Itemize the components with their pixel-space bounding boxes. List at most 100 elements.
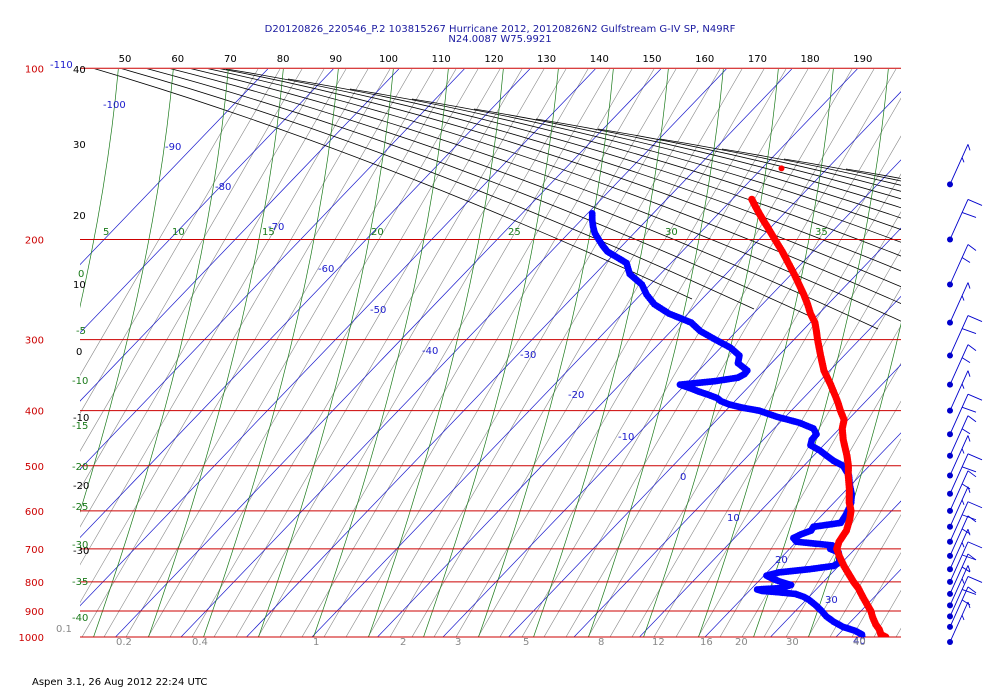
mixing-ratio-line xyxy=(235,69,567,637)
dry-adiabat-label: -30 xyxy=(73,546,89,557)
mixing-ratio-label: 3 xyxy=(455,637,461,648)
wind-barb-flag xyxy=(961,588,977,595)
moist-adiabat-label: -20 xyxy=(72,462,88,473)
mixing-ratio-line xyxy=(169,69,501,637)
dry-adiabat-line xyxy=(721,148,901,186)
isotherm-label: -40 xyxy=(422,346,438,357)
dry-adiabat-label: 10 xyxy=(73,280,86,291)
moist-adiabat-line xyxy=(80,69,174,513)
top-scale-label: 160 xyxy=(695,54,714,65)
wind-barb-flag xyxy=(967,370,971,377)
dewpoint-point xyxy=(588,210,596,217)
mixing-ratio-line xyxy=(191,69,523,637)
mixing-ratio-line xyxy=(125,69,457,637)
wind-barb-point xyxy=(947,407,953,414)
mixing-ratio-line xyxy=(411,69,743,637)
isobars xyxy=(80,67,901,638)
wind-barb-point xyxy=(947,566,953,573)
wind-barb-flag xyxy=(961,406,977,413)
pressure-tick-label: 500 xyxy=(25,462,44,473)
dry-adiabat-label: 40 xyxy=(73,65,86,76)
wind-barb-staff xyxy=(949,315,969,356)
pressure-tick-label: 100 xyxy=(25,64,44,75)
wind-barb-point xyxy=(947,578,953,585)
mixing-ratio-line xyxy=(389,69,721,637)
wind-barb-staff xyxy=(949,576,969,617)
wind-barb-staff xyxy=(949,344,969,385)
mixing-ratio-label: 2 xyxy=(400,637,406,648)
isotherm-line xyxy=(311,69,858,637)
moist-adiabat-line xyxy=(808,322,901,637)
mixing-ratio-line xyxy=(587,97,901,637)
wind-barb-flag xyxy=(967,565,971,572)
mixing-ratio-line xyxy=(521,69,853,637)
theta-e-label: 35 xyxy=(815,227,828,238)
isotherm-label: 10 xyxy=(727,513,740,524)
wind-barb-flag xyxy=(961,578,965,584)
pressure-tick-label: 900 xyxy=(25,607,44,618)
wind-barb-flag xyxy=(961,428,971,435)
isotherm-label: -20 xyxy=(568,390,584,401)
moist-adiabat-label: -5 xyxy=(76,326,86,337)
wind-profile xyxy=(947,144,983,645)
moist-adiabat-line xyxy=(588,69,724,637)
dry-adiabat-line xyxy=(146,69,817,320)
wind-barb-point xyxy=(947,538,953,545)
isotherm-label: 20 xyxy=(775,555,788,566)
moist-adiabat-line xyxy=(80,69,119,309)
wind-barb-staff xyxy=(949,453,969,494)
wind-barb-staff xyxy=(949,282,969,323)
wind-barb-flag xyxy=(961,328,977,334)
moist-adiabat-line xyxy=(423,69,559,637)
isotherm-line xyxy=(115,69,662,637)
wind-barb-flag xyxy=(961,157,965,163)
wind-barb-flag xyxy=(967,282,971,289)
wind-barb-staff xyxy=(949,199,969,240)
isotherm-line xyxy=(967,69,1000,637)
wind-barb-point xyxy=(947,639,953,645)
dry-adiabat-line xyxy=(535,118,901,209)
mixing-ratio-line xyxy=(103,69,435,637)
top-scale-label: 60 xyxy=(171,54,184,65)
temperature-point xyxy=(748,195,756,203)
wind-barb-flag xyxy=(967,529,971,536)
wind-barb-flag xyxy=(967,315,983,322)
dry-adiabat-line xyxy=(207,69,901,304)
wind-barb-flag xyxy=(967,393,983,401)
mixing-ratio-line xyxy=(147,69,479,637)
mixing-ratio-line xyxy=(697,286,901,637)
mixing-ratio-line xyxy=(675,249,901,637)
top-scale-label: 130 xyxy=(537,54,556,65)
wind-barb-staff xyxy=(949,501,969,542)
mixing-ratio-line xyxy=(80,69,303,452)
mixing-ratio-label: 0.2 xyxy=(116,637,132,648)
wind-barb-staff xyxy=(949,244,969,285)
wind-barb-flag xyxy=(961,357,971,364)
isotherm-label: -10 xyxy=(618,432,634,443)
mixing-ratio-line xyxy=(213,69,545,637)
isotherm-line xyxy=(835,568,901,637)
isotherm-line xyxy=(442,159,901,637)
mixing-ratio-label: 12 xyxy=(652,637,665,648)
pressure-tick-label: 400 xyxy=(25,407,44,418)
wind-barb-staff xyxy=(949,415,969,456)
wind-barb-flag xyxy=(961,499,965,505)
moist-adiabat-line xyxy=(533,69,669,637)
isotherm-label: -110 xyxy=(50,60,73,71)
moist-adiabat-label: -15 xyxy=(72,421,88,432)
wind-barb-flag xyxy=(961,542,965,548)
pressure-tick-label: 800 xyxy=(25,578,44,589)
wind-barb-staff xyxy=(949,565,969,606)
chart-title: D20120826_220546_P.2 103815267 Hurricane… xyxy=(264,24,736,35)
isotherm-label: -90 xyxy=(165,142,181,153)
wind-barb-flag xyxy=(967,486,971,493)
mixing-ratio-line xyxy=(829,514,901,637)
wind-barb-flag xyxy=(961,614,965,621)
wind-barb-flag xyxy=(967,435,971,442)
pressure-tick-label: 200 xyxy=(25,235,44,246)
wind-barb-point xyxy=(947,452,953,459)
mixing-ratio-line xyxy=(918,69,1000,637)
pressure-tick-label: 1000 xyxy=(19,633,44,644)
